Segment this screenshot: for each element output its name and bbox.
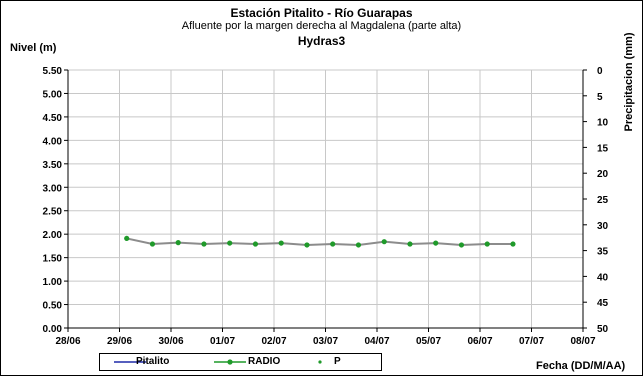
y-tick-label-left: 5.50 xyxy=(43,66,63,77)
y-tick-label-left: 0.00 xyxy=(43,324,63,335)
legend-swatch-pitalito xyxy=(114,361,146,363)
y-tick-label-left: 2.00 xyxy=(43,230,63,241)
legend-label-radio: RADIO xyxy=(248,356,281,367)
data-point-radio xyxy=(124,235,130,242)
y-tick-label-right: 45 xyxy=(597,298,609,309)
x-tick-label: 28/06 xyxy=(55,336,80,347)
x-tick-label: 03/07 xyxy=(313,336,338,347)
y-tick-label-left: 4.00 xyxy=(43,136,63,147)
y-tick-label-left: 5.00 xyxy=(43,89,63,100)
legend-label-pitalito: Pitalito xyxy=(136,356,170,367)
y-tick-label-right: 0 xyxy=(597,66,603,77)
y-tick-label-right: 15 xyxy=(597,143,609,154)
y-tick-label-right: 35 xyxy=(597,247,609,258)
y-tick-label-left: 1.50 xyxy=(43,254,63,265)
axes xyxy=(64,69,587,332)
data-point-radio xyxy=(330,241,336,247)
data-point-radio xyxy=(458,242,465,248)
data-point-radio xyxy=(252,241,259,247)
tick-labels: 28/06 29/06 30/06 01/07 02/07 03/07 04/07 05/07… xyxy=(43,66,609,347)
legend-label-p: P xyxy=(334,356,341,367)
data-point-radio xyxy=(355,242,362,248)
x-axis-label: Fecha (DD/M/AA) xyxy=(536,360,626,372)
x-tick-label: 06/07 xyxy=(467,336,492,347)
legend: Pitalito RADIO P xyxy=(99,353,382,371)
x-tick-label: 05/07 xyxy=(416,336,441,347)
legend-swatch-p xyxy=(318,360,322,364)
y-axis-left-label: Nivel (m) xyxy=(10,42,57,54)
data-point-radio xyxy=(304,242,310,248)
chart-subtitle-secondary: Hydras3 xyxy=(297,34,346,48)
chart-subtitle: Afluente por la margen derecha al Magdal… xyxy=(181,20,462,32)
legend-swatch-radio xyxy=(214,359,246,365)
data-point-radio xyxy=(433,240,439,246)
y-tick-label-left: 4.50 xyxy=(43,113,63,124)
x-tick-label: 07/07 xyxy=(519,336,544,347)
y-tick-label-left: 2.50 xyxy=(43,207,63,218)
y-tick-label-right: 10 xyxy=(597,118,609,129)
data-point-radio xyxy=(510,241,516,247)
y-tick-label-right: 5 xyxy=(597,92,603,103)
data-point-radio xyxy=(484,241,490,247)
x-tick-label: 29/06 xyxy=(107,336,132,347)
y-tick-label-right: 50 xyxy=(597,324,609,335)
x-tick-label: 08/07 xyxy=(570,336,595,347)
chart-title: Estación Pitalito - Río Guarapas xyxy=(230,6,413,20)
y-tick-label-left: 3.50 xyxy=(43,160,63,171)
x-tick-label: 01/07 xyxy=(210,336,235,347)
y-tick-label-right: 20 xyxy=(597,169,609,180)
y-tick-label-right: 30 xyxy=(597,221,609,232)
x-tick-label: 30/06 xyxy=(158,336,183,347)
x-tick-label: 02/07 xyxy=(261,336,286,347)
data-point-radio xyxy=(227,240,233,246)
y-tick-label-right: 25 xyxy=(597,195,609,206)
data-point-radio xyxy=(407,241,413,247)
data-point-radio xyxy=(278,240,284,246)
y-tick-label-right: 40 xyxy=(597,272,609,283)
y-tick-label-left: 1.00 xyxy=(43,277,63,288)
series-layer xyxy=(124,235,516,248)
data-point-radio xyxy=(149,241,156,247)
x-tick-label: 04/07 xyxy=(364,336,389,347)
gridlines xyxy=(68,69,583,328)
data-point-radio xyxy=(175,240,181,246)
data-point-radio xyxy=(201,241,207,247)
y-tick-label-left: 0.50 xyxy=(43,301,63,312)
y-tick-label-left: 3.00 xyxy=(43,183,63,194)
series-line-radio xyxy=(126,237,513,246)
data-point-radio xyxy=(381,239,387,245)
